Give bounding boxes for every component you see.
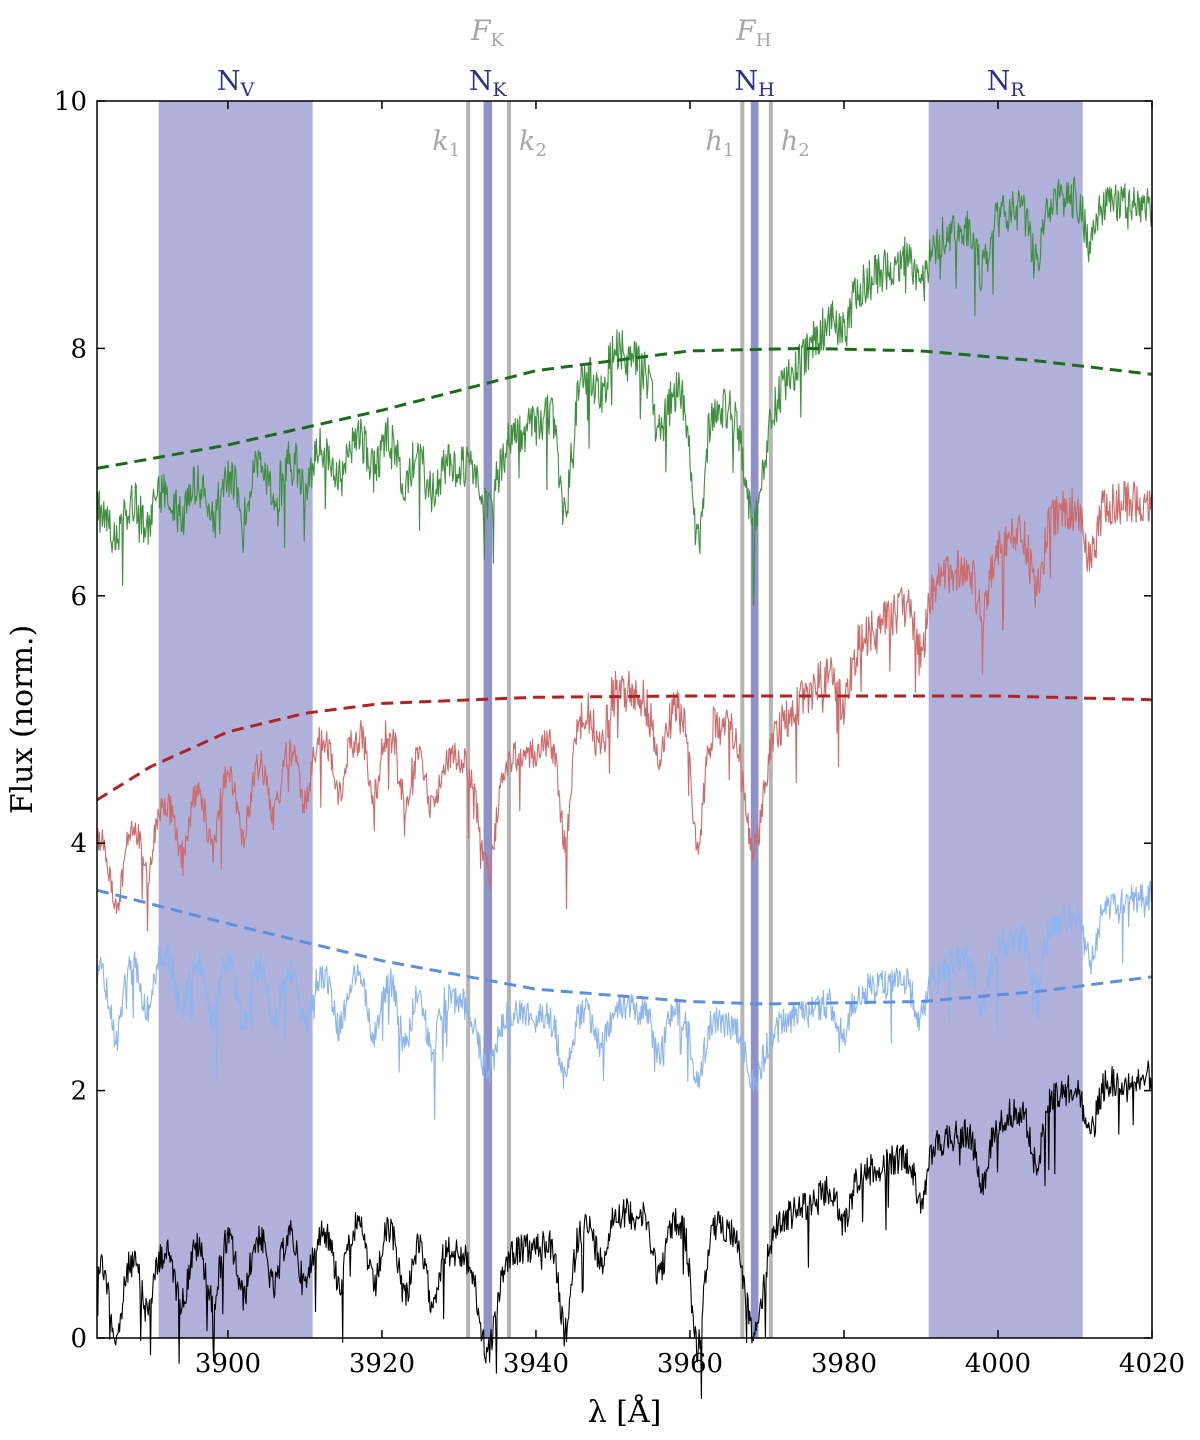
spectrum-series-2 <box>96 481 1153 932</box>
bands-layer <box>158 101 1083 1338</box>
band-H <box>750 101 759 1338</box>
top-labels-layer: NV NK NH NR FK FH k1 k2 h1 h2 <box>217 14 1025 161</box>
x-tick-label-3900: 3900 <box>195 1349 261 1379</box>
filter-label-K: FK <box>470 14 504 51</box>
y-tick-label-8: 8 <box>70 334 87 364</box>
band-R <box>928 101 1083 1338</box>
y-tick-label-6: 6 <box>70 582 87 612</box>
spectrum-series-0 <box>96 1060 1153 1400</box>
band-K <box>483 101 493 1338</box>
x-tick-label-3920: 3920 <box>349 1349 415 1379</box>
vline-label-k2: k2 <box>519 126 547 161</box>
band-label-V: NV <box>217 66 255 101</box>
band-V <box>158 101 313 1338</box>
spectra-layer <box>96 176 1153 1400</box>
fit-curve-2 <box>96 346 1153 470</box>
band-label-R: NR <box>987 66 1026 101</box>
filter-label-H: FH <box>735 14 771 51</box>
vline-label-h1: h1 <box>705 126 734 161</box>
x-tick-label-3980: 3980 <box>811 1349 877 1379</box>
fit-curve-1 <box>96 694 1153 802</box>
fit-curve-0 <box>96 888 1153 1006</box>
band-label-H: NH <box>735 66 775 101</box>
y-tick-label-2: 2 <box>70 1077 87 1107</box>
x-axis-label: λ [Å] <box>588 1394 662 1430</box>
x-tick-label-4000: 4000 <box>965 1349 1031 1379</box>
reference-lines-layer <box>466 101 773 1338</box>
y-tick-label-4: 4 <box>70 829 87 859</box>
continuum-fits-layer <box>96 346 1153 1006</box>
x-tick-label-4020: 4020 <box>1119 1349 1185 1379</box>
y-tick-label-0: 0 <box>70 1324 87 1354</box>
y-tick-label-10: 10 <box>54 87 87 117</box>
x-tick-label-3940: 3940 <box>503 1349 569 1379</box>
spectrum-series-1 <box>96 880 1153 1120</box>
plot-frame <box>96 100 1153 1339</box>
x-tick-label-3960: 3960 <box>657 1349 723 1379</box>
band-label-K: NK <box>469 66 508 101</box>
ticks-layer: 3900 3920 3940 3960 3980 4000 4020 0 2 4 6 8 10 <box>54 87 1185 1379</box>
vline-label-k1: k1 <box>432 126 460 161</box>
y-axis-label: Flux (norm.) <box>5 625 40 814</box>
vline-label-h2: h2 <box>781 126 810 161</box>
